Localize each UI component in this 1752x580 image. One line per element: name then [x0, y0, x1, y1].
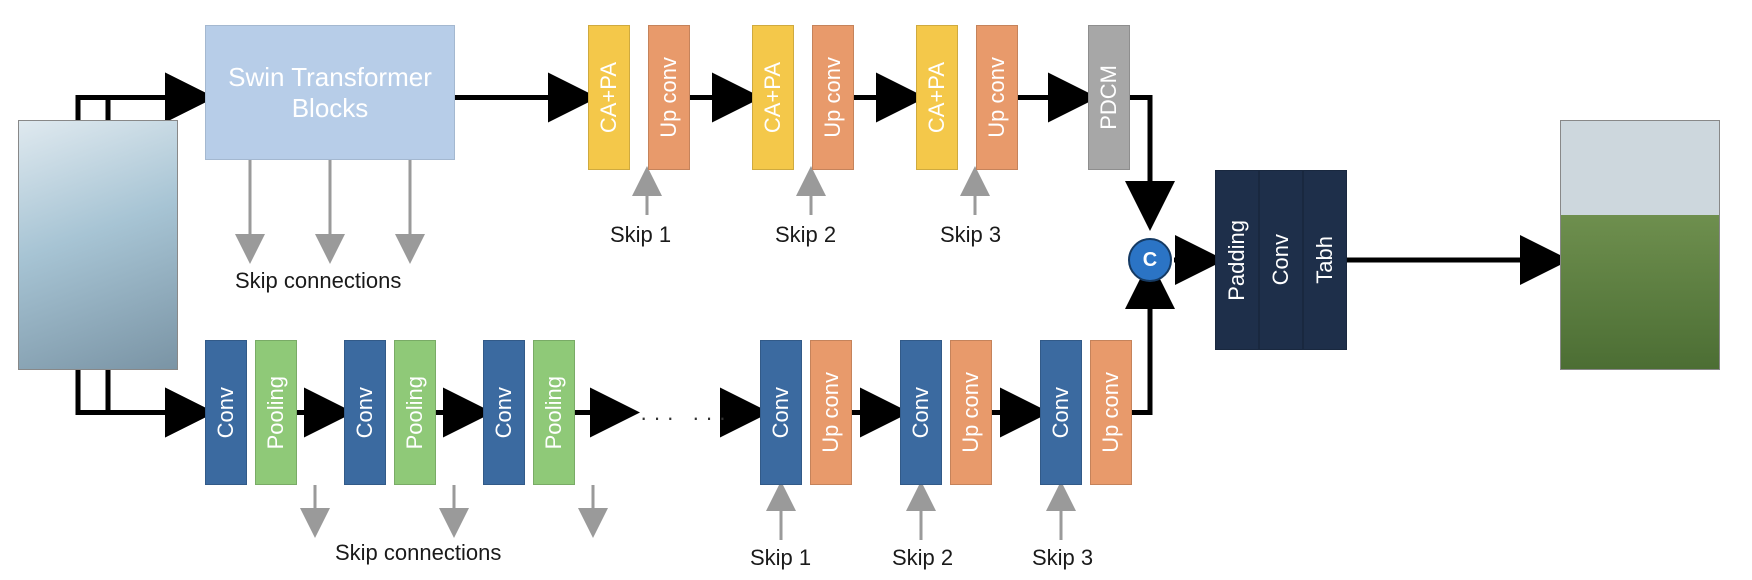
upconv-block: Up conv [812, 25, 854, 170]
upconv-label: Up conv [958, 372, 984, 453]
upconv-label: Up conv [1098, 372, 1124, 453]
conv-block: Conv [1040, 340, 1082, 485]
capa-block: CA+PA [588, 25, 630, 170]
capa-label: CA+PA [596, 62, 622, 133]
pool-block: Pooling [255, 340, 297, 485]
pdcm-block: PDCM [1088, 25, 1130, 170]
pool-label: Pooling [263, 376, 289, 449]
upconv-block: Up conv [950, 340, 992, 485]
skip2-bottom-label: Skip 2 [892, 545, 953, 571]
upconv-block: Up conv [1090, 340, 1132, 485]
conv-label: Conv [491, 387, 517, 438]
conv-label: Conv [768, 387, 794, 438]
skip3-top-label: Skip 3 [940, 222, 1001, 248]
upconv-block: Up conv [810, 340, 852, 485]
skip3-bottom-label: Skip 3 [1032, 545, 1093, 571]
pool-block: Pooling [533, 340, 575, 485]
pdcm-label: PDCM [1096, 65, 1122, 130]
input-image [18, 120, 178, 370]
skip1-bottom-label: Skip 1 [750, 545, 811, 571]
upconv-label: Up conv [984, 57, 1010, 138]
output-image [1560, 120, 1720, 370]
skip-connections-top-label: Skip connections [235, 268, 401, 294]
pool-label: Pooling [402, 376, 428, 449]
pool-block: Pooling [394, 340, 436, 485]
capa-label: CA+PA [924, 62, 950, 133]
upconv-label: Up conv [656, 57, 682, 138]
fuse-padding-block: Padding [1215, 170, 1259, 350]
upconv-label: Up conv [818, 372, 844, 453]
capa-label: CA+PA [760, 62, 786, 133]
fuse-conv-label: Conv [1268, 234, 1294, 285]
concat-label: C [1143, 249, 1157, 272]
conv-label: Conv [908, 387, 934, 438]
fuse-tabh-label: Tabh [1312, 236, 1338, 284]
upconv-block: Up conv [976, 25, 1018, 170]
swin-label-line2: Blocks [292, 93, 369, 124]
fuse-conv-block: Conv [1259, 170, 1303, 350]
conv-label: Conv [213, 387, 239, 438]
conv-label: Conv [1048, 387, 1074, 438]
upconv-block: Up conv [648, 25, 690, 170]
conv-block: Conv [760, 340, 802, 485]
conv-block: Conv [205, 340, 247, 485]
swin-transformer-block: Swin Transformer Blocks [205, 25, 455, 160]
conv-block: Conv [483, 340, 525, 485]
upconv-label: Up conv [820, 57, 846, 138]
conv-block: Conv [344, 340, 386, 485]
pool-label: Pooling [541, 376, 567, 449]
fuse-tabh-block: Tabh [1303, 170, 1347, 350]
fuse-padding-label: Padding [1224, 220, 1250, 301]
skip1-top-label: Skip 1 [610, 222, 671, 248]
ellipsis-separator: ··· ··· [640, 405, 732, 431]
skip-connections-bottom-label: Skip connections [335, 540, 501, 566]
conv-block: Conv [900, 340, 942, 485]
skip2-top-label: Skip 2 [775, 222, 836, 248]
conv-label: Conv [352, 387, 378, 438]
capa-block: CA+PA [752, 25, 794, 170]
capa-block: CA+PA [916, 25, 958, 170]
concat-node: C [1128, 238, 1172, 282]
swin-label-line1: Swin Transformer [228, 62, 432, 93]
